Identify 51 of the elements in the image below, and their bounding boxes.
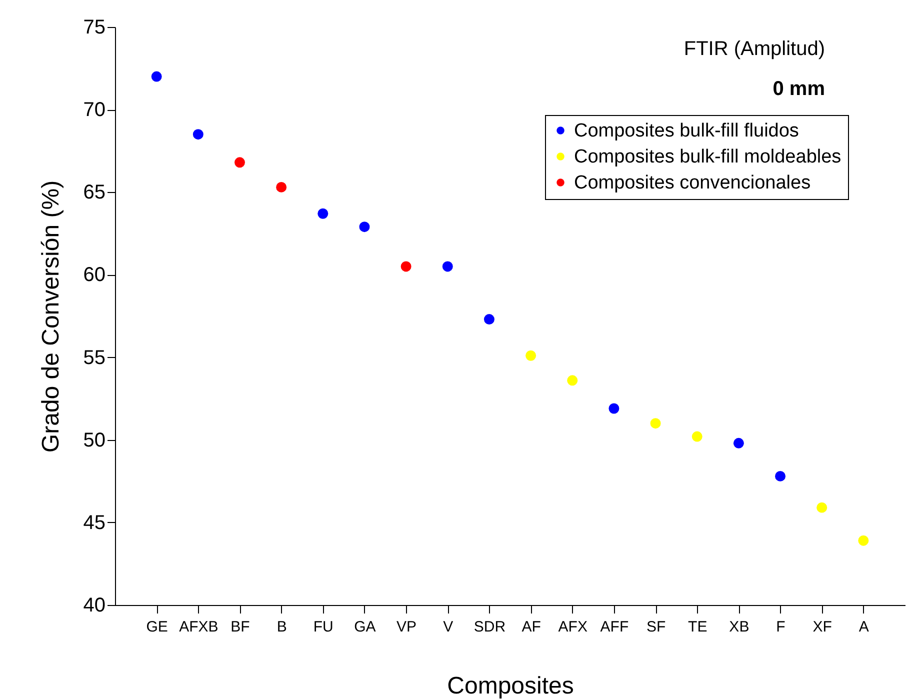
x-tick-label: BF	[230, 618, 250, 636]
text: 0 mm	[772, 78, 825, 100]
x-tick-label: AF	[522, 618, 541, 636]
point	[733, 438, 744, 448]
y-axis-title: Grado de Conversión (%)	[37, 180, 64, 453]
x-tick-label: FU	[313, 618, 334, 636]
point	[650, 418, 661, 429]
point	[608, 403, 620, 414]
x-tick-label: AFF	[600, 618, 629, 636]
x-tick-label: XF	[812, 618, 832, 636]
y-tick-label: 60	[83, 264, 106, 286]
y-tick-label: 55	[83, 346, 106, 369]
point	[318, 208, 328, 219]
point	[692, 431, 702, 442]
x-tick-label: B	[276, 618, 287, 636]
x-tick-label: XB	[729, 618, 750, 636]
x-tick-label: GA	[354, 618, 376, 636]
y-tick-label: 40	[83, 594, 106, 616]
y-tick-label: 70	[83, 99, 106, 122]
x-tick-label: VP	[396, 618, 417, 636]
point	[234, 157, 245, 168]
x-tick-label: SDR	[474, 618, 506, 636]
point	[442, 261, 453, 272]
y-tick-label: 45	[83, 512, 106, 534]
point	[526, 350, 536, 361]
point	[484, 314, 494, 325]
legend-label: Composites convencionales	[574, 172, 811, 194]
point	[151, 71, 162, 82]
x-tick-label: A	[858, 618, 869, 636]
x-tick-label: TE	[688, 618, 708, 636]
point	[775, 470, 786, 482]
x-tick-label: AFX	[558, 618, 588, 636]
y-tick-label: 50	[83, 429, 106, 452]
y-tick-label: 65	[83, 182, 106, 204]
point	[567, 375, 578, 386]
point	[816, 502, 828, 513]
x-axis-title: Composites	[447, 672, 574, 700]
x-tick-label: AFXB	[179, 618, 218, 636]
legend-label: Composites bulk-fill moldeables	[574, 146, 842, 168]
point	[192, 129, 204, 140]
point	[858, 535, 869, 546]
x-tick-label: SF	[646, 618, 666, 636]
y-tick-label: 75	[83, 16, 106, 38]
x-tick-label: V	[443, 618, 454, 636]
x-tick-label: GE	[146, 618, 168, 636]
point	[276, 182, 287, 192]
point	[400, 261, 412, 272]
legend-label: Composites bulk-fill fluidos	[574, 120, 799, 142]
text: FTIR (Amplitud)	[684, 38, 825, 60]
x-tick-label: F	[776, 618, 786, 636]
point	[359, 222, 370, 232]
